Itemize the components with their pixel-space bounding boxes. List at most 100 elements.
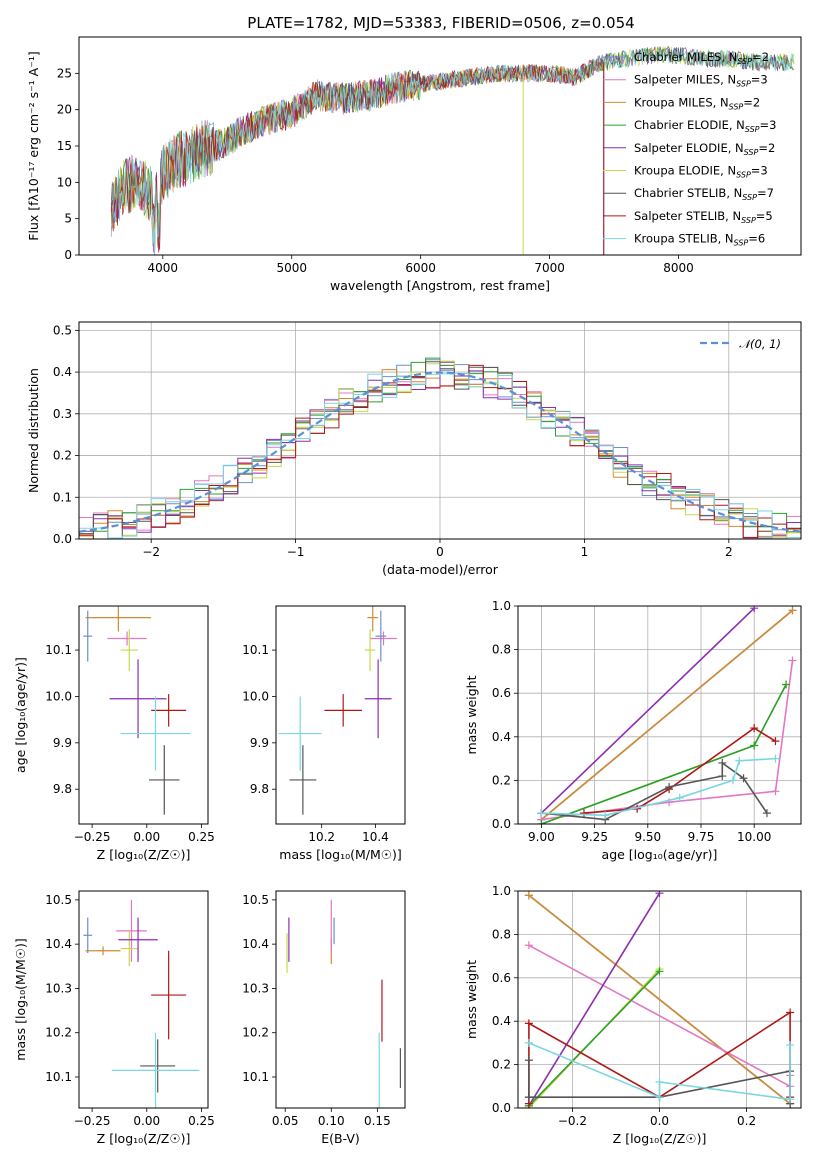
x-tick-label: 0.00 [133, 830, 160, 844]
weight-marker [665, 782, 674, 791]
weight-marker [524, 1019, 533, 1028]
axes-frame [78, 36, 802, 256]
x-tick-label: −0.25 [74, 1114, 111, 1128]
weight-marker [675, 793, 684, 802]
x-tick-label: 9.50 [634, 830, 661, 844]
y-tick-label: 0.8 [492, 927, 511, 941]
y-tick-label: 25 [57, 66, 72, 80]
y-tick-label: 0.2 [53, 449, 72, 463]
weight-marker [655, 1077, 664, 1086]
weight-marker [655, 967, 664, 976]
x-tick-label: −2 [142, 545, 160, 559]
legend-label: Salpeter ELODIE, NSSP=2 [634, 141, 775, 157]
weight-line [540, 607, 755, 814]
weight-marker [750, 724, 759, 733]
x-tick-label: 0.05 [272, 1114, 299, 1128]
histogram-chabrier-stelib [79, 361, 801, 539]
figure-title: PLATE=1782, MJD=53383, FIBERID=0506, z=0… [247, 14, 634, 32]
error-bars [278, 606, 397, 815]
weight-marker [771, 737, 780, 746]
x-axis-label: Z [log₁₀(Z/Z☉)] [613, 1131, 707, 1146]
weight-marker [718, 758, 727, 767]
x-tick-label: 6000 [405, 261, 436, 275]
y-tick-label: 10.0 [242, 689, 269, 703]
x-tick-label: 0.00 [133, 1114, 160, 1128]
weight-marker [771, 787, 780, 796]
weight-marker [718, 772, 727, 781]
y-tick-label: 1.0 [492, 884, 511, 898]
y-tick-label: 9.8 [53, 782, 72, 796]
y-axis-label: Normed distribution [26, 368, 41, 493]
y-tick-label: 1.0 [492, 599, 511, 613]
y-tick-label: 0.3 [53, 407, 72, 421]
x-tick-label: 0.0 [650, 1114, 669, 1128]
weight-marker [524, 891, 533, 900]
weight-line [528, 894, 791, 1105]
y-tick-label: 0.6 [492, 686, 511, 700]
x-tick-label: 1 [581, 545, 589, 559]
y-tick-label: 10.0 [45, 689, 72, 703]
y-tick-label: 0.4 [53, 365, 72, 379]
axes-frame [78, 890, 209, 1109]
weight-line [540, 609, 794, 821]
weight-marker [524, 1038, 533, 1047]
y-tick-label: 0.0 [492, 1101, 511, 1115]
x-tick-label: −0.25 [74, 830, 111, 844]
y-tick-label: 9.9 [53, 736, 72, 750]
y-tick-label: 0.5 [53, 323, 72, 337]
x-axis-label: age [log₁₀(age/yr)] [602, 847, 718, 862]
spectrum-lines [110, 45, 795, 255]
y-tick-label: 0.8 [492, 643, 511, 657]
x-tick-label: 2 [725, 545, 733, 559]
weight-marker [735, 756, 744, 765]
y-tick-label: 0.4 [492, 1014, 511, 1028]
axes-frame [275, 605, 406, 825]
y-tick-label: 9.8 [250, 782, 269, 796]
legend-label: Salpeter STELIB, NSSP=5 [634, 209, 773, 225]
error-bars [83, 899, 200, 1108]
legend-label: Kroupa STELIB, NSSP=6 [634, 232, 765, 248]
axes-frame [517, 605, 802, 825]
y-tick-label: 0.2 [492, 773, 511, 787]
y-tick-label: 10.1 [242, 643, 269, 657]
y-tick-label: 0.4 [492, 730, 511, 744]
legend-label: Chabrier MILES, NSSP=2 [634, 50, 769, 66]
x-axis-label: (data-model)/error [382, 562, 499, 577]
weight-marker [786, 1008, 795, 1017]
x-tick-label: −0.2 [558, 1114, 587, 1128]
weight-marker [788, 656, 797, 665]
x-tick-label: 0.2 [737, 1114, 756, 1128]
weight-lines [537, 606, 797, 824]
weight-marker [537, 809, 546, 818]
histogram-kroupa-stelib [79, 373, 801, 539]
spectrum-line-kroupa-stelib [110, 47, 795, 254]
y-axis-label: mass weight [464, 675, 479, 754]
x-tick-label: 9.00 [528, 830, 555, 844]
weight-line [528, 970, 661, 1107]
weight-line [528, 892, 661, 1107]
weight-marker [786, 1041, 795, 1050]
legend-label: Salpeter MILES, NSSP=3 [634, 73, 768, 89]
axes-frame [78, 605, 209, 825]
weight-marker [786, 1095, 795, 1104]
x-tick-label: 4000 [148, 261, 179, 275]
axes-frame [78, 321, 802, 540]
weight-marker [537, 820, 546, 824]
y-tick-label: 0.0 [492, 817, 511, 831]
y-tick-label: 10.1 [45, 643, 72, 657]
y-tick-label: 10.2 [242, 1026, 269, 1040]
y-tick-label: 10.5 [242, 893, 269, 907]
weight-marker [524, 941, 533, 950]
x-tick-label: 0.25 [188, 830, 215, 844]
weight-marker [728, 776, 737, 785]
x-axis-label: Z [log₁₀(Z/Z☉)] [97, 847, 191, 862]
legend-label: Chabrier ELODIE, NSSP=3 [634, 118, 776, 134]
x-tick-label: 10.2 [308, 830, 335, 844]
x-tick-label: −1 [287, 545, 305, 559]
weight-marker [739, 774, 748, 783]
x-tick-label: 8000 [663, 261, 694, 275]
legend-label-gaussian: 𝒩(0, 1) [739, 337, 781, 351]
histogram-salpeter-stelib [79, 364, 801, 539]
y-tick-label: 5 [64, 212, 72, 226]
